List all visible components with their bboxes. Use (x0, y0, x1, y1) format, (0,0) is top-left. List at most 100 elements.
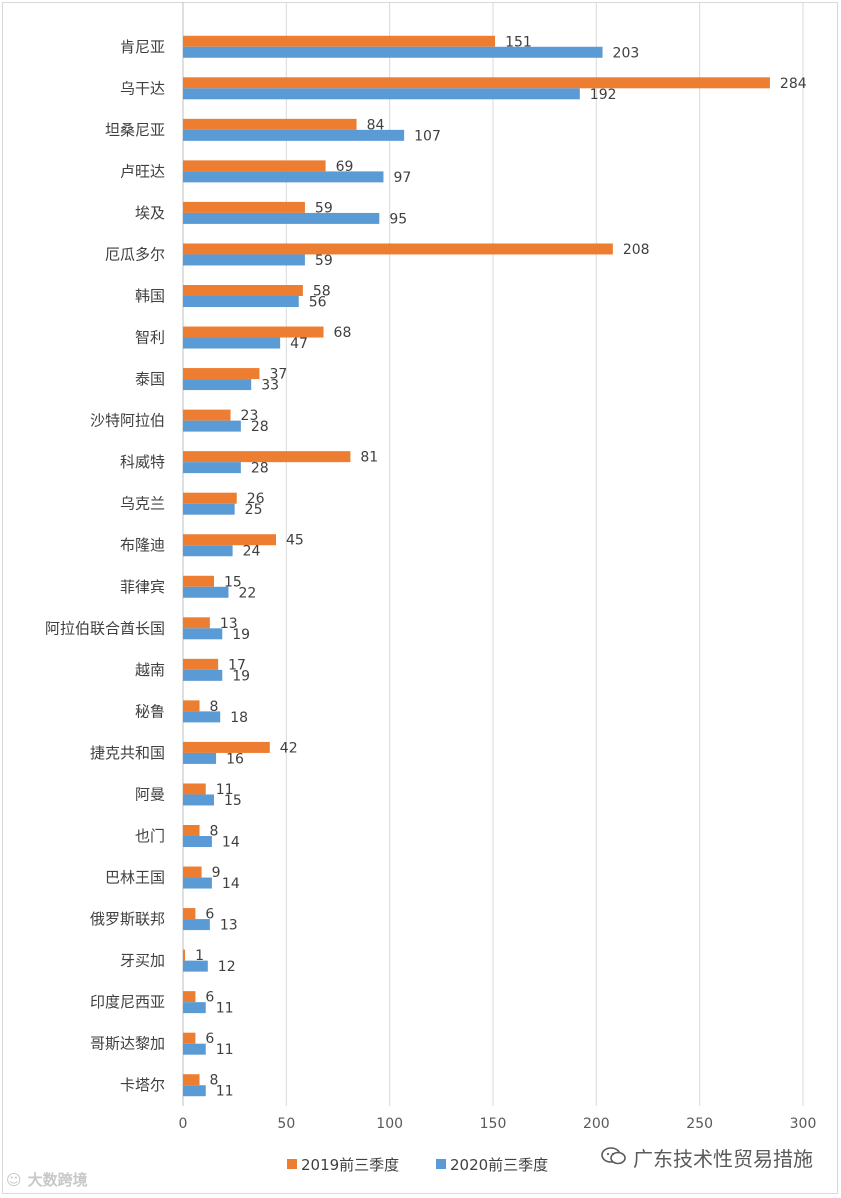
bar-2019 (183, 991, 196, 1003)
watermark-logo-icon: ☺ (6, 1171, 22, 1189)
data-label-2020: 19 (232, 668, 250, 684)
category-label: 菲律宾 (120, 578, 165, 596)
bar-2020 (183, 503, 235, 515)
category-label: 乌干达 (120, 79, 165, 97)
data-label-2020: 192 (590, 87, 617, 103)
data-label-2019: 68 (334, 325, 352, 341)
bar-2020 (183, 420, 241, 432)
data-label-2020: 28 (251, 461, 269, 477)
data-label-2020: 24 (243, 544, 261, 560)
legend-label-2020: 2020前三季度 (450, 1156, 548, 1174)
bar-2019 (183, 285, 303, 296)
bar-2019 (183, 1074, 200, 1086)
data-label-2019: 6 (205, 1031, 214, 1047)
data-label-2019: 15 (224, 574, 242, 590)
category-label: 越南 (135, 661, 165, 679)
data-label-2020: 97 (393, 170, 411, 186)
data-label-2020: 107 (414, 128, 441, 144)
category-label: 俄罗斯联邦 (90, 910, 165, 928)
category-label: 捷克共和国 (90, 744, 165, 762)
bar-2019 (183, 949, 186, 961)
data-label-2020: 95 (389, 211, 407, 227)
bars (183, 35, 770, 1097)
data-label-2019: 81 (360, 450, 378, 466)
bar-2019 (183, 825, 200, 836)
category-label: 布隆迪 (120, 536, 165, 554)
category-label: 阿拉伯联合酋长国 (45, 619, 165, 637)
data-label-2019: 9 (212, 865, 221, 881)
x-tick-label: 250 (686, 1116, 713, 1132)
watermark-left-text: 大数跨境 (27, 1171, 88, 1189)
bar-2019 (183, 160, 326, 172)
bar-2019 (183, 700, 200, 712)
bar-2020 (183, 628, 223, 640)
data-label-2019: 45 (286, 533, 304, 549)
watermark-wechat: 广东技术性贸易措施 (601, 1143, 813, 1172)
data-label-2019: 1 (195, 948, 204, 964)
data-label-2019: 59 (315, 200, 333, 216)
category-label: 坦桑尼亚 (105, 121, 165, 139)
bar-2020 (183, 545, 233, 557)
category-label: 阿曼 (135, 785, 165, 803)
x-tick-label: 0 (179, 1116, 188, 1132)
data-label-2020: 16 (226, 751, 244, 767)
data-labels: 1512032841928410769975995208595856684737… (195, 34, 807, 1099)
bar-2019 (183, 492, 237, 504)
bar-2020 (183, 46, 603, 58)
data-label-2020: 19 (232, 627, 250, 643)
category-label: 沙特阿拉伯 (90, 412, 165, 430)
watermark-corner: ☺ 大数跨境 (6, 1169, 88, 1190)
data-label-2019: 13 (220, 616, 238, 632)
data-label-2020: 18 (230, 710, 248, 726)
data-label-2019: 284 (780, 76, 807, 92)
data-label-2020: 47 (290, 336, 308, 352)
bar-2019 (183, 617, 210, 629)
data-label-2020: 56 (309, 295, 327, 311)
bar-2019 (183, 783, 206, 795)
data-label-2019: 6 (205, 990, 214, 1006)
data-label-2020: 22 (238, 585, 256, 601)
data-label-2019: 8 (210, 699, 219, 715)
category-label: 埃及 (135, 204, 165, 222)
data-label-2020: 12 (218, 959, 236, 975)
category-label: 卡塔尔 (120, 1076, 165, 1094)
data-label-2020: 11 (216, 1001, 234, 1017)
data-label-2020: 14 (222, 835, 240, 851)
bar-2020 (183, 88, 580, 100)
bar-2020 (183, 836, 212, 847)
category-label: 泰国 (135, 370, 165, 388)
bar-2019 (183, 451, 351, 463)
data-label-2020: 13 (220, 918, 238, 934)
x-tick-label: 200 (583, 1116, 610, 1132)
category-label: 卢旺达 (120, 162, 165, 180)
bar-2019 (183, 326, 324, 338)
bar-2020 (183, 1085, 206, 1097)
bar-2019 (183, 908, 196, 920)
category-label: 乌克兰 (120, 495, 165, 513)
data-label-2020: 15 (224, 793, 242, 809)
watermark-right-text: 广东技术性贸易措施 (633, 1147, 813, 1171)
data-label-2019: 17 (228, 657, 246, 673)
bar-2019 (183, 658, 219, 670)
data-label-2019: 8 (210, 824, 219, 840)
bar-2020 (183, 254, 305, 266)
category-label: 韩国 (135, 287, 165, 305)
data-label-2020: 28 (251, 419, 269, 435)
category-label: 科威特 (120, 453, 165, 471)
x-tick-label: 150 (480, 1116, 507, 1132)
bar-2019 (183, 243, 613, 255)
data-label-2019: 208 (623, 242, 650, 258)
bar-2020 (183, 711, 221, 723)
bar-2020 (183, 794, 214, 806)
data-label-2019: 6 (205, 907, 214, 923)
bar-2019 (183, 368, 260, 380)
category-label: 巴林王国 (105, 869, 165, 887)
category-axis-labels: 肯尼亚乌干达坦桑尼亚卢旺达埃及厄瓜多尔韩国智利泰国沙特阿拉伯科威特乌克兰布隆迪菲… (45, 38, 165, 1094)
bar-2019 (183, 118, 357, 130)
data-label-2019: 26 (247, 491, 265, 507)
legend: 2019前三季度 2020前三季度 (287, 1156, 548, 1174)
bar-2020 (183, 1043, 206, 1055)
data-label-2020: 33 (261, 378, 279, 394)
